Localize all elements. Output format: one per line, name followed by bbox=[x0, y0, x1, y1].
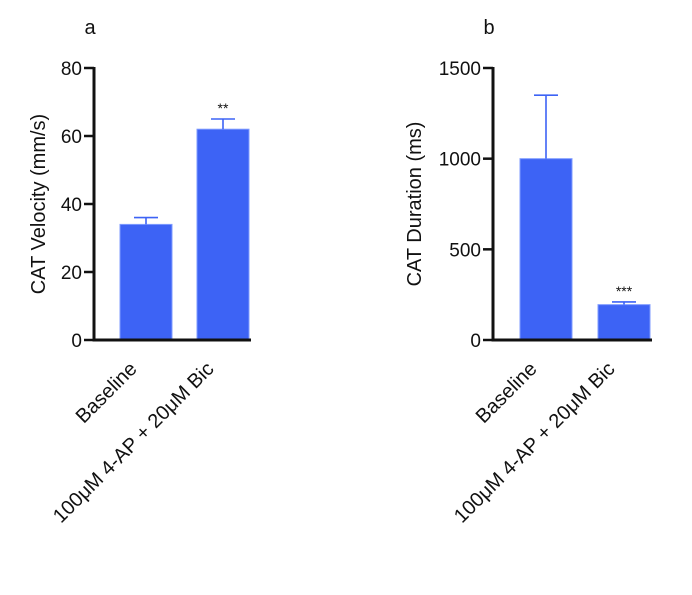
x-tick-label: Baseline bbox=[472, 358, 542, 428]
bar bbox=[519, 158, 573, 341]
bar bbox=[119, 223, 173, 341]
y-tick-label: 1500 bbox=[439, 59, 481, 80]
y-tick-label: 1000 bbox=[439, 150, 481, 171]
y-tick-label: 60 bbox=[61, 127, 82, 148]
bar bbox=[196, 128, 250, 341]
bar bbox=[597, 304, 651, 341]
y-tick-label: 20 bbox=[61, 263, 82, 284]
x-tick-label: 100μM 4-AP + 20μM Bic bbox=[450, 358, 620, 528]
y-axis-label: CAT Velocity (mm/s) bbox=[28, 114, 50, 294]
panel-label: b bbox=[483, 17, 494, 39]
panel-label: a bbox=[84, 17, 96, 39]
y-axis-label: CAT Duration (ms) bbox=[404, 122, 426, 287]
y-tick-label: 40 bbox=[61, 195, 82, 216]
significance-marker: *** bbox=[616, 283, 633, 299]
x-tick-label: Baseline bbox=[72, 358, 142, 428]
x-tick-label: 100μM 4-AP + 20μM Bic bbox=[49, 358, 219, 528]
y-tick-label: 80 bbox=[61, 59, 82, 80]
y-tick-label: 0 bbox=[71, 331, 82, 352]
y-tick-label: 500 bbox=[449, 240, 481, 261]
y-tick-label: 0 bbox=[470, 331, 481, 352]
significance-marker: ** bbox=[218, 100, 229, 116]
